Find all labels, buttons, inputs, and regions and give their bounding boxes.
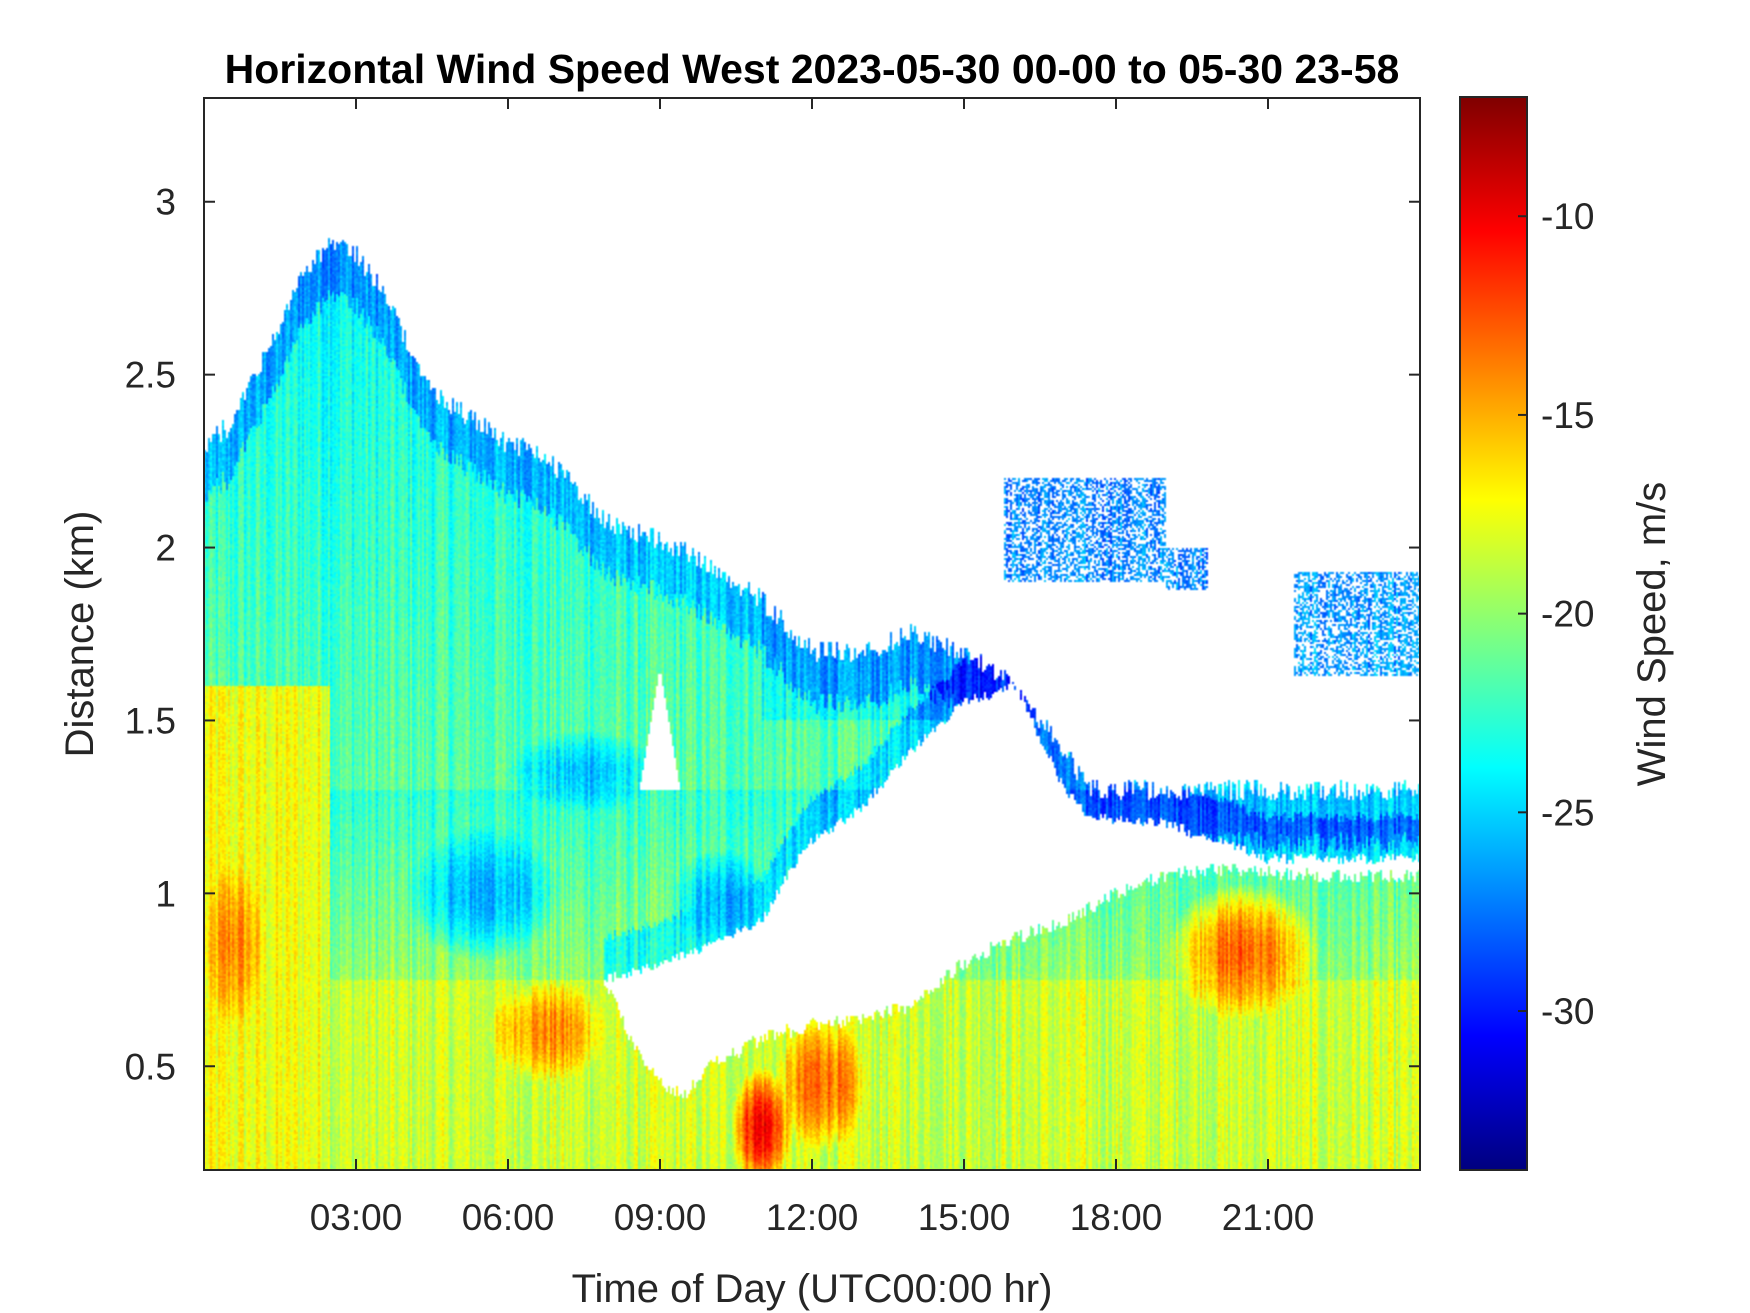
y-axis-label: Distance (km): [58, 511, 102, 758]
x-tick-label: 03:00: [310, 1197, 403, 1238]
y-tick-label: 2: [155, 528, 176, 569]
y-tick-label: 1.5: [125, 700, 176, 741]
x-axis-label: Time of Day (UTC00:00 hr): [572, 1267, 1053, 1311]
colorbar: -10 -15 -20 -25 -30: [1459, 96, 1594, 1171]
x-tick-label: 12:00: [766, 1197, 859, 1238]
y-tick-label: 2.5: [125, 355, 176, 396]
colorbar-tick-label: -10: [1541, 196, 1594, 237]
x-tick-label: 18:00: [1070, 1197, 1163, 1238]
x-tick-label: 06:00: [462, 1197, 555, 1238]
colorbar-fill: [1460, 97, 1527, 1170]
heatmap-image: [204, 98, 1420, 1170]
x-axis: 03:00 06:00 09:00 12:00 15:00 18:00 21:00: [310, 98, 1315, 1238]
chart-title: Horizontal Wind Speed West 2023-05-30 00…: [225, 46, 1400, 92]
y-axis: 0.5 1 1.5 2 2.5 3: [125, 182, 1420, 1087]
colorbar-frame: [1459, 96, 1528, 1171]
colorbar-label: Wind Speed, m/s: [1630, 482, 1674, 787]
colorbar-tick-label: -30: [1541, 991, 1594, 1032]
y-tick-label: 1: [155, 873, 176, 914]
x-tick-label: 21:00: [1222, 1197, 1315, 1238]
colorbar-ticks: -10 -15 -20 -25 -30: [1518, 196, 1594, 1032]
y-tick-label: 3: [155, 182, 176, 223]
plot-area: [203, 97, 1421, 1171]
y-tick-label: 0.5: [125, 1046, 176, 1087]
x-tick-label: 09:00: [614, 1197, 707, 1238]
colorbar-tick-label: -15: [1541, 395, 1594, 436]
x-tick-label: 15:00: [918, 1197, 1011, 1238]
colorbar-tick-label: -20: [1541, 594, 1594, 635]
colorbar-tick-label: -25: [1541, 792, 1594, 833]
